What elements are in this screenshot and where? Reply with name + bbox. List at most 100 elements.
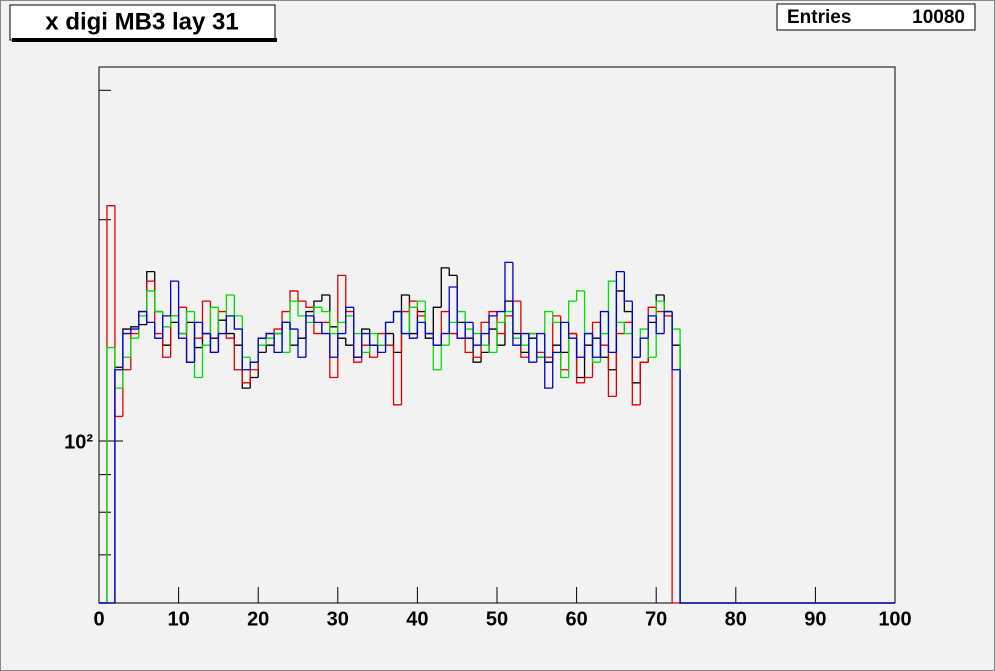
histogram-bin xyxy=(591,333,601,358)
x-tick-label: 40 xyxy=(406,608,428,630)
histogram-bin xyxy=(233,315,243,330)
histogram-bin xyxy=(671,311,681,371)
histogram-bin xyxy=(114,369,123,603)
histogram-bin xyxy=(583,376,593,383)
histogram-bin xyxy=(567,300,577,378)
histogram-bin xyxy=(432,306,442,339)
histogram-bin xyxy=(639,337,649,358)
histogram-bin xyxy=(241,329,251,371)
histogram-bin xyxy=(162,315,171,339)
histogram-bin xyxy=(392,310,402,323)
histogram-bin xyxy=(464,338,474,354)
histogram-bin xyxy=(528,333,537,363)
x-tick-label: 20 xyxy=(247,608,269,630)
histogram-bin xyxy=(552,351,561,389)
histogram-bin xyxy=(154,290,163,313)
histogram-bin xyxy=(289,322,298,330)
x-tick-label: 100 xyxy=(878,608,911,630)
histogram-bin xyxy=(384,321,394,353)
histogram-bin xyxy=(504,261,513,312)
histogram-bin xyxy=(615,270,625,353)
histogram-bin xyxy=(639,361,649,405)
histogram-bin xyxy=(416,300,426,308)
x-tick-label: 0 xyxy=(93,608,104,630)
histogram-bin xyxy=(337,321,346,334)
x-tick-label: 10 xyxy=(167,608,189,630)
histogram-bin xyxy=(583,332,593,358)
histogram-bin xyxy=(456,286,466,339)
histogram-bin xyxy=(233,338,243,371)
histogram-bin xyxy=(138,310,147,330)
histogram-bin xyxy=(201,344,211,378)
histogram-bin xyxy=(337,332,346,358)
stats-label: Entries xyxy=(787,7,851,28)
y-tick-label: 10² xyxy=(64,431,93,453)
histogram-bin xyxy=(217,332,227,353)
histogram-bin xyxy=(647,315,657,339)
histogram-bin xyxy=(169,280,179,316)
histogram-bin xyxy=(273,328,283,334)
histogram-bin xyxy=(185,338,195,363)
histogram-bin xyxy=(313,315,322,324)
histogram-bin xyxy=(575,338,585,358)
histogram-bin xyxy=(185,310,195,334)
histogram-bin xyxy=(472,322,482,346)
histogram-bin xyxy=(472,338,482,363)
stats-box xyxy=(776,3,976,31)
histogram-bin xyxy=(464,321,474,339)
histogram-bin xyxy=(544,333,553,389)
histogram-bin xyxy=(257,337,267,363)
histogram-bin xyxy=(408,306,418,334)
x-tick-label: 30 xyxy=(327,608,349,630)
histogram-bin xyxy=(416,321,426,339)
histogram-bin xyxy=(345,306,354,334)
histogram-bin xyxy=(512,262,521,346)
histogram-bin xyxy=(623,322,633,335)
histogram-bin xyxy=(552,311,561,324)
histogram-bin xyxy=(631,301,641,358)
histogram-bin xyxy=(106,346,115,603)
histogram-bin xyxy=(122,332,131,370)
histogram-bin xyxy=(321,294,330,302)
x-tick-label: 50 xyxy=(486,608,508,630)
histogram-bin xyxy=(130,326,139,330)
histogram-bin xyxy=(560,321,569,353)
histogram-bin xyxy=(599,310,609,358)
histogram-bin xyxy=(130,328,139,334)
x-tick-label: 70 xyxy=(645,608,667,630)
histogram-bin xyxy=(209,333,219,354)
histogram-bin xyxy=(162,333,171,358)
histogram-bin xyxy=(321,322,330,335)
histogram-bin xyxy=(392,345,402,406)
histogram-bin xyxy=(520,332,529,346)
histogram-bin xyxy=(329,333,338,358)
histogram-bin xyxy=(536,332,545,363)
histogram-bin xyxy=(193,321,203,363)
histogram-bin xyxy=(655,315,665,335)
histogram-bin xyxy=(345,338,354,346)
histogram-bin xyxy=(671,315,681,604)
histogram-bin xyxy=(472,352,482,358)
histogram-bin xyxy=(448,267,458,277)
histogram-bin xyxy=(297,301,306,317)
histogram-bin xyxy=(679,369,689,604)
histogram-bin xyxy=(201,322,211,335)
histogram-bin xyxy=(440,332,450,346)
histogram-bin xyxy=(488,315,497,334)
histogram-bin xyxy=(273,333,283,354)
histogram-bin xyxy=(496,321,505,353)
histogram-bin xyxy=(488,345,497,354)
histogram-bin xyxy=(607,345,617,398)
histogram-bin xyxy=(408,333,418,339)
histogram-bin xyxy=(575,290,585,302)
histogram-bin xyxy=(305,315,314,358)
histogram-bin xyxy=(177,281,187,339)
histogram-bin xyxy=(376,345,386,354)
histogram-bin xyxy=(655,300,665,358)
histogram-bin xyxy=(154,322,163,339)
histogram-bin xyxy=(368,333,378,346)
histogram-bin xyxy=(520,301,529,358)
histogram-bin xyxy=(432,333,442,346)
histogram-bin xyxy=(440,267,450,308)
